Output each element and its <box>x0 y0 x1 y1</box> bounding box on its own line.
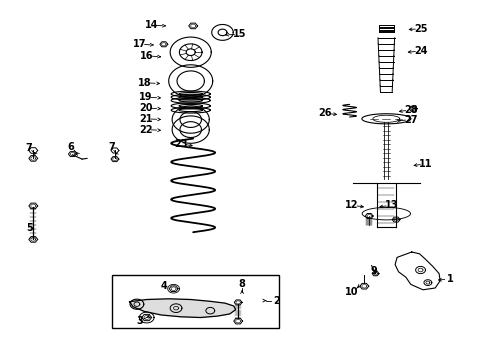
Text: 18: 18 <box>137 78 151 88</box>
Text: 9: 9 <box>370 266 377 276</box>
Polygon shape <box>129 299 235 318</box>
Text: 7: 7 <box>108 142 115 152</box>
Text: 8: 8 <box>238 279 245 289</box>
Text: 6: 6 <box>67 142 74 152</box>
Text: 16: 16 <box>140 51 153 61</box>
Text: 21: 21 <box>139 114 152 124</box>
Text: 27: 27 <box>403 114 417 125</box>
Text: 12: 12 <box>345 200 358 210</box>
Text: 26: 26 <box>318 108 331 118</box>
Bar <box>112 275 278 328</box>
Text: 15: 15 <box>232 29 246 39</box>
Text: 20: 20 <box>139 103 152 113</box>
Text: 7: 7 <box>25 143 32 153</box>
Text: 25: 25 <box>413 24 427 34</box>
Text: 3: 3 <box>136 316 142 326</box>
Text: 28: 28 <box>403 105 417 115</box>
Text: 13: 13 <box>384 200 397 210</box>
Text: 17: 17 <box>132 39 146 49</box>
Text: 10: 10 <box>345 287 358 297</box>
Text: 22: 22 <box>139 125 152 135</box>
Text: 19: 19 <box>139 92 152 102</box>
Text: 2: 2 <box>272 296 279 306</box>
Text: 4: 4 <box>160 281 167 291</box>
Text: 1: 1 <box>446 274 452 284</box>
Text: 11: 11 <box>418 159 431 169</box>
Text: 5: 5 <box>26 222 33 233</box>
Text: 14: 14 <box>144 20 158 30</box>
Text: 23: 23 <box>174 139 187 149</box>
Text: 24: 24 <box>413 46 427 56</box>
